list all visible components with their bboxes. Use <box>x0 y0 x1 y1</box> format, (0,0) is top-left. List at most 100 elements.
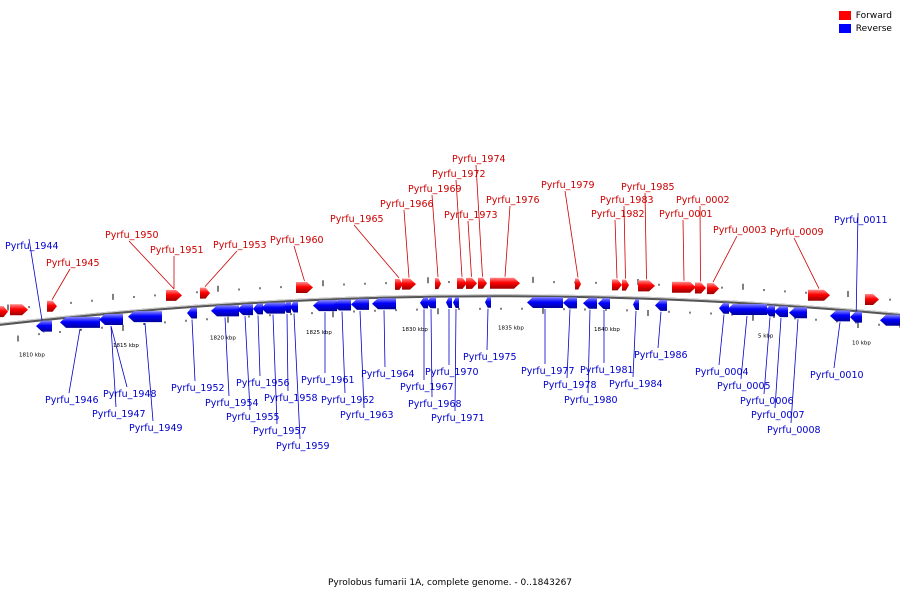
gene-label[interactable]: Pyrfu_1981 <box>580 365 634 376</box>
forward-gene-arrow[interactable] <box>478 277 487 289</box>
reverse-gene-arrow[interactable] <box>850 311 862 323</box>
gene-label[interactable]: Pyrfu_1972 <box>432 169 486 180</box>
gene-label[interactable]: Pyrfu_1956 <box>236 378 290 389</box>
gene-label[interactable]: Pyrfu_1953 <box>213 240 267 251</box>
gene-label[interactable]: Pyrfu_0002 <box>676 195 730 206</box>
forward-gene-arrow[interactable] <box>166 289 182 301</box>
forward-gene-arrow[interactable] <box>466 277 477 289</box>
gene-label[interactable]: Pyrfu_1962 <box>321 395 375 406</box>
gene-label[interactable]: Pyrfu_1946 <box>45 395 99 406</box>
gene-label[interactable]: Pyrfu_1951 <box>150 245 204 256</box>
gene-label[interactable]: Pyrfu_1958 <box>264 393 318 404</box>
gene-label[interactable]: Pyrfu_1977 <box>521 366 575 377</box>
gene-label[interactable]: Pyrfu_1949 <box>129 423 183 434</box>
reverse-gene-arrow[interactable] <box>420 297 428 309</box>
forward-gene-arrow[interactable] <box>695 282 706 294</box>
gene-label[interactable]: Pyrfu_1957 <box>253 426 307 437</box>
reverse-gene-arrow[interactable] <box>563 297 577 309</box>
reverse-gene-arrow[interactable] <box>351 298 369 310</box>
forward-gene-arrow[interactable] <box>575 278 581 290</box>
forward-gene-arrow[interactable] <box>808 289 830 301</box>
gene-label[interactable]: Pyrfu_1952 <box>171 383 225 394</box>
reverse-gene-arrow[interactable] <box>633 298 639 310</box>
reverse-gene-arrow[interactable] <box>426 297 436 309</box>
reverse-gene-arrow[interactable] <box>99 314 123 326</box>
reverse-gene-arrow[interactable] <box>237 304 253 316</box>
gene-label[interactable]: Pyrfu_1944 <box>5 241 59 252</box>
gene-label[interactable]: Pyrfu_1970 <box>425 367 479 378</box>
forward-gene-arrow[interactable] <box>200 287 210 299</box>
reverse-gene-arrow[interactable] <box>333 299 351 311</box>
forward-gene-arrow[interactable] <box>0 306 8 318</box>
gene-label[interactable]: Pyrfu_0007 <box>751 410 805 421</box>
gene-label[interactable]: Pyrfu_1964 <box>361 369 415 380</box>
forward-gene-arrow[interactable] <box>638 280 655 292</box>
gene-label[interactable]: Pyrfu_1983 <box>600 195 654 206</box>
forward-gene-arrow[interactable] <box>490 277 520 289</box>
reverse-gene-arrow[interactable] <box>774 306 788 318</box>
forward-gene-arrow[interactable] <box>296 282 313 294</box>
reverse-gene-arrow[interactable] <box>253 303 263 315</box>
gene-label[interactable]: Pyrfu_1978 <box>543 380 597 391</box>
gene-label[interactable]: Pyrfu_1971 <box>431 413 485 424</box>
gene-label[interactable]: Pyrfu_1965 <box>330 214 384 225</box>
forward-gene-arrow[interactable] <box>395 278 403 290</box>
gene-label[interactable]: Pyrfu_1974 <box>452 154 506 165</box>
gene-label[interactable]: Pyrfu_1980 <box>564 395 618 406</box>
gene-label[interactable]: Pyrfu_1986 <box>634 350 688 361</box>
gene-label[interactable]: Pyrfu_1948 <box>103 389 157 400</box>
reverse-gene-arrow[interactable] <box>36 320 52 332</box>
gene-label[interactable]: Pyrfu_1960 <box>270 235 324 246</box>
gene-label[interactable]: Pyrfu_1967 <box>400 382 454 393</box>
gene-label[interactable]: Pyrfu_1968 <box>408 399 462 410</box>
forward-gene-arrow[interactable] <box>707 283 719 295</box>
gene-label[interactable]: Pyrfu_0008 <box>767 425 821 436</box>
forward-gene-arrow[interactable] <box>672 281 696 293</box>
forward-gene-arrow[interactable] <box>457 277 467 289</box>
reverse-gene-arrow[interactable] <box>128 311 162 323</box>
reverse-gene-arrow[interactable] <box>283 301 291 313</box>
gene-label[interactable]: Pyrfu_1982 <box>591 209 645 220</box>
forward-gene-arrow[interactable] <box>612 279 622 291</box>
gene-label[interactable]: Pyrfu_1959 <box>276 441 330 452</box>
reverse-gene-arrow[interactable] <box>261 302 285 314</box>
reverse-gene-arrow[interactable] <box>830 310 850 322</box>
reverse-gene-arrow[interactable] <box>290 301 298 313</box>
forward-gene-arrow[interactable] <box>435 278 441 290</box>
gene-label[interactable]: Pyrfu_1945 <box>46 258 100 269</box>
reverse-gene-arrow[interactable] <box>880 314 900 326</box>
reverse-gene-arrow[interactable] <box>485 296 491 308</box>
gene-label[interactable]: Pyrfu_0005 <box>717 381 771 392</box>
gene-label[interactable]: Pyrfu_0004 <box>695 367 749 378</box>
gene-label[interactable]: Pyrfu_1975 <box>463 352 517 363</box>
reverse-gene-arrow[interactable] <box>60 316 100 328</box>
forward-gene-arrow[interactable] <box>10 304 28 316</box>
gene-label[interactable]: Pyrfu_1961 <box>301 375 355 386</box>
reverse-gene-arrow[interactable] <box>187 307 197 319</box>
forward-gene-arrow[interactable] <box>47 300 57 312</box>
reverse-gene-arrow[interactable] <box>789 307 807 319</box>
gene-label[interactable]: Pyrfu_1979 <box>541 180 595 191</box>
gene-label[interactable]: Pyrfu_1950 <box>105 230 159 241</box>
reverse-gene-arrow[interactable] <box>719 302 729 314</box>
reverse-gene-arrow[interactable] <box>655 299 667 311</box>
forward-gene-arrow[interactable] <box>402 278 416 290</box>
reverse-gene-arrow[interactable] <box>446 297 452 309</box>
reverse-gene-arrow[interactable] <box>527 297 563 309</box>
gene-label[interactable]: Pyrfu_0001 <box>659 209 713 220</box>
gene-label[interactable]: Pyrfu_1985 <box>621 182 675 193</box>
forward-gene-arrow[interactable] <box>622 279 629 291</box>
reverse-gene-arrow[interactable] <box>765 305 775 317</box>
gene-label[interactable]: Pyrfu_1966 <box>380 199 434 210</box>
gene-label[interactable]: Pyrfu_1954 <box>205 398 259 409</box>
forward-gene-arrow[interactable] <box>865 294 879 306</box>
reverse-gene-arrow[interactable] <box>372 298 396 310</box>
gene-label[interactable]: Pyrfu_0003 <box>713 225 767 236</box>
reverse-gene-arrow[interactable] <box>727 303 767 315</box>
gene-label[interactable]: Pyrfu_1947 <box>92 409 146 420</box>
gene-label[interactable]: Pyrfu_0009 <box>770 227 824 238</box>
reverse-gene-arrow[interactable] <box>453 296 459 308</box>
gene-label[interactable]: Pyrfu_1969 <box>408 184 462 195</box>
reverse-gene-arrow[interactable] <box>313 300 337 312</box>
gene-label[interactable]: Pyrfu_1955 <box>226 412 280 423</box>
